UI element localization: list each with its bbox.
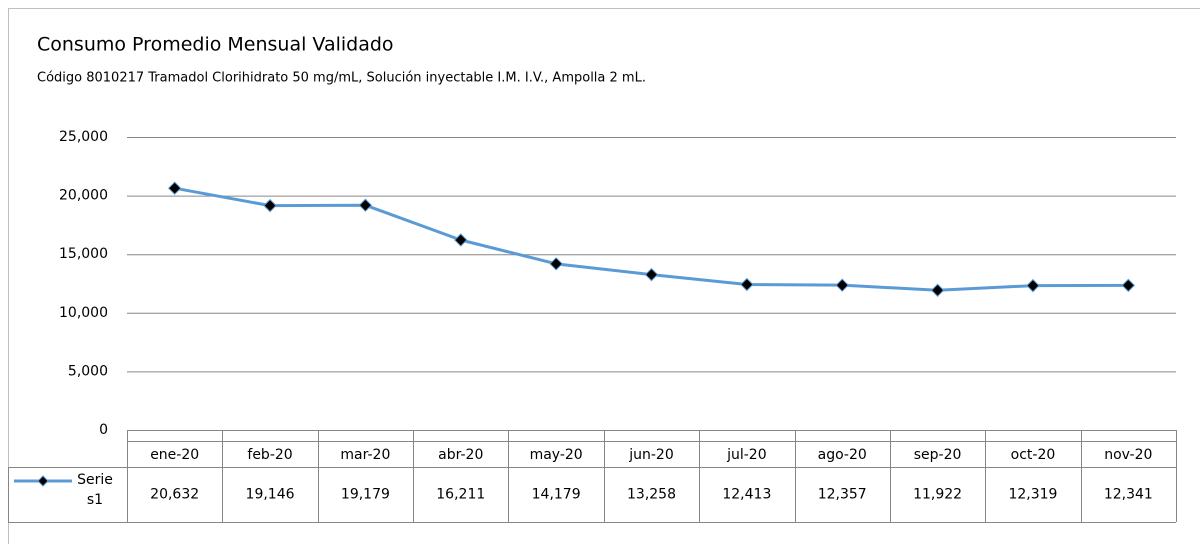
x-tick-label: oct-20 xyxy=(1011,447,1056,463)
table-value: 19,146 xyxy=(246,487,295,503)
table-value: 14,179 xyxy=(532,487,581,503)
x-tick-label: sep-20 xyxy=(914,447,962,463)
x-tick-label: may-20 xyxy=(530,447,583,463)
legend-label-box: Serie s1 xyxy=(77,472,113,508)
y-tick-label: 15,000 xyxy=(59,246,108,262)
x-tick-label: ago-20 xyxy=(818,447,867,463)
marker xyxy=(1026,278,1040,293)
table-value: 12,319 xyxy=(1008,487,1057,503)
x-tick-label: abr-20 xyxy=(438,447,483,463)
y-tick-label: 20,000 xyxy=(59,188,108,204)
table-value: 12,357 xyxy=(818,487,867,503)
marker xyxy=(549,257,563,271)
marker xyxy=(835,278,849,292)
marker xyxy=(358,198,373,212)
legend-label: Serie s1 xyxy=(77,472,113,508)
y-tick-label: 0 xyxy=(99,422,108,438)
marker xyxy=(454,233,468,247)
x-tick-label: feb-20 xyxy=(247,447,292,463)
marker xyxy=(263,198,277,213)
marker xyxy=(1121,278,1136,293)
y-tick-label: 25,000 xyxy=(59,129,108,145)
table-value: 12,413 xyxy=(722,487,771,503)
x-tick-label: mar-20 xyxy=(340,447,390,463)
y-tick-label: 5,000 xyxy=(68,363,108,379)
table-value: 20,632 xyxy=(150,487,199,503)
chart-title: Consumo Promedio Mensual Validado xyxy=(37,34,394,56)
x-tick-label: jul-20 xyxy=(726,447,767,463)
x-tick-label: ene-20 xyxy=(150,447,199,463)
legend-marker xyxy=(37,475,49,487)
table-value: 12,341 xyxy=(1104,487,1153,503)
table-value: 11,922 xyxy=(913,487,962,503)
marker xyxy=(740,277,754,292)
x-tick-label: jun-20 xyxy=(628,447,674,463)
table-value: 13,258 xyxy=(627,487,676,503)
table-value: 16,211 xyxy=(436,487,485,503)
marker xyxy=(167,181,182,195)
table-value: 19,179 xyxy=(341,487,390,503)
marker xyxy=(644,267,659,282)
chart-subtitle: Código 8010217 Tramadol Clorihidrato 50 … xyxy=(37,71,646,86)
x-tick-label: nov-20 xyxy=(1104,447,1152,463)
y-tick-label: 10,000 xyxy=(59,305,108,321)
marker xyxy=(930,283,945,297)
